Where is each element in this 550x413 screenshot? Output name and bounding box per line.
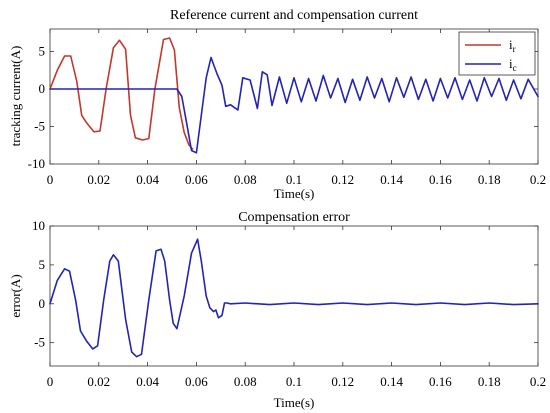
chart-bottom-xtick-label: 0.02	[87, 374, 110, 389]
chart-bottom-ytick-label: -5	[34, 335, 45, 350]
legend-box	[458, 31, 536, 76]
chart-bottom-xtick-label: 0.14	[380, 374, 403, 389]
chart-top-x-ticks: 0 0.02 0.04 0.06 0.08 0.1 0.12 0.14 0.16 0.18 0.2	[47, 29, 546, 187]
chart-top-y-ticks: 5 0 -5 -10	[28, 44, 538, 171]
chart-top-xtick-label: 0.06	[185, 172, 208, 187]
legend-ir-main: i	[509, 37, 513, 52]
chart-top-xtick-label: 0.08	[234, 172, 257, 187]
chart-bottom-series-layer	[49, 238, 539, 358]
chart-top-title: Reference current and compensation curre…	[170, 8, 418, 23]
chart-top-xtick-label: 0.04	[136, 172, 159, 187]
chart-top-ytick-label: -10	[28, 156, 45, 171]
chart-top-series-i-c-line	[49, 56, 539, 154]
chart-bottom-x-ticks: 0 0.02 0.04 0.06 0.08 0.1 0.12 0.14 0.16 0.18 0.2	[47, 226, 546, 389]
chart-bottom: Compensation error 0 0.02 0.04 0.06 0.08 0.1 0…	[8, 210, 546, 410]
chart-bottom-xtick-label: 0.12	[331, 374, 354, 389]
chart-top-xtick-label: 0.02	[87, 172, 110, 187]
chart-top-legend: ir ic	[458, 31, 536, 76]
chart-top-ylabel: tracking current(A)	[8, 46, 23, 147]
chart-top-ytick-label: 0	[39, 81, 46, 96]
chart-top-xtick-label: 0.16	[429, 172, 452, 187]
chart-bottom-ytick-label: 5	[39, 257, 46, 272]
legend-ir-label: ir	[509, 37, 516, 54]
chart-top-series-i-r-line	[49, 37, 194, 150]
chart-top-ytick-label: 5	[39, 44, 46, 59]
chart-bottom-xtick-label: 0.06	[185, 374, 208, 389]
chart-bottom-series-0-line	[49, 238, 539, 358]
chart-bottom-xtick-label: 0.2	[530, 374, 546, 389]
chart-top-xlabel: Time(s)	[274, 186, 315, 201]
legend-ic-main: i	[509, 56, 513, 71]
chart-bottom-ylabel: error(A)	[8, 274, 23, 317]
chart-top-xtick-label: 0.2	[530, 172, 546, 187]
chart-bottom-ytick-label: 0	[39, 296, 46, 311]
legend-ic-sub: c	[513, 63, 517, 73]
chart-bottom-xtick-label: 0.04	[136, 374, 159, 389]
legend-ic-label: ic	[509, 56, 517, 73]
chart-top-xtick-label: 0.18	[478, 172, 501, 187]
chart-top-xtick-label: 0.14	[380, 172, 403, 187]
chart-top: Reference current and compensation curre…	[8, 8, 546, 201]
chart-bottom-xtick-label: 0.18	[478, 374, 501, 389]
chart-top-xtick-label: 0.12	[331, 172, 354, 187]
chart-bottom-plot-area	[49, 225, 539, 367]
chart-bottom-y-ticks: 10 5 0 -5	[32, 218, 538, 350]
chart-bottom-ytick-label: 10	[32, 218, 45, 233]
chart-top-plot-area	[49, 28, 539, 165]
chart-bottom-title: Compensation error	[238, 210, 350, 225]
legend-ir-sub: r	[513, 44, 516, 54]
chart-top-xtick-label: 0.1	[286, 172, 302, 187]
chart-bottom-xtick-label: 0	[47, 374, 54, 389]
chart-bottom-xtick-label: 0.16	[429, 374, 452, 389]
chart-bottom-xtick-label: 0.08	[234, 374, 257, 389]
chart-top-ytick-label: -5	[34, 119, 45, 134]
chart-bottom-xtick-label: 0.1	[286, 374, 302, 389]
chart-bottom-xlabel: Time(s)	[274, 395, 315, 410]
chart-top-series-layer	[49, 37, 539, 154]
chart-top-xtick-label: 0	[47, 172, 54, 187]
